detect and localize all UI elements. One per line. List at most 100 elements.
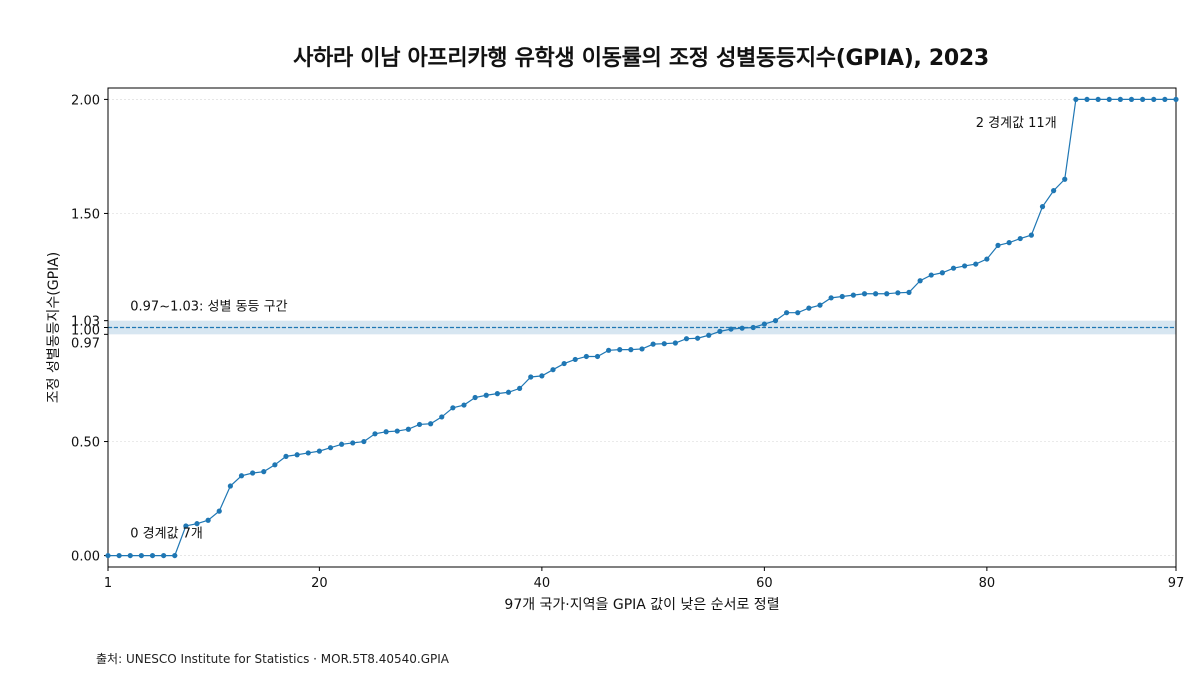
y-tick-label: 0.00 [71, 550, 100, 565]
data-point [761, 321, 767, 327]
data-point [517, 385, 523, 392]
data-point [583, 353, 589, 360]
y-tick-label: 1.50 [71, 207, 100, 222]
data-point [772, 318, 779, 324]
x-tick-label: 80 [979, 576, 996, 591]
x-axis: 1 20 40 60 80 97 [104, 567, 1184, 591]
x-tick-label: 40 [534, 576, 551, 591]
data-point [327, 445, 334, 451]
data-point [683, 336, 690, 342]
data-point [405, 426, 411, 432]
data-point [995, 242, 1001, 248]
data-point [672, 340, 678, 346]
data-point [138, 552, 144, 559]
data-point [850, 292, 856, 298]
data-point [728, 326, 734, 332]
y-axis: 0.00 0.50 1.50 2.00 0.971.001.03 [71, 93, 108, 565]
data-point [383, 429, 389, 435]
data-point [906, 289, 912, 295]
data-point [928, 272, 934, 278]
data-point [127, 552, 133, 559]
y-tick-label: 2.00 [71, 93, 100, 108]
data-point [283, 453, 289, 459]
series-0 [105, 96, 1179, 559]
data-point [1017, 235, 1023, 242]
data-point [1051, 188, 1057, 194]
data-point [350, 440, 356, 446]
data-point [339, 441, 345, 447]
y-tick-label: 0.50 [71, 436, 100, 451]
data-point [494, 391, 500, 397]
data-point [416, 421, 423, 428]
data-point [1128, 96, 1135, 103]
data-point [483, 392, 489, 398]
data-point [650, 341, 656, 347]
data-point [639, 346, 645, 352]
data-point [472, 394, 478, 401]
data-point [428, 421, 434, 427]
data-point [450, 405, 456, 411]
data-point [1117, 96, 1123, 103]
data-point [561, 360, 567, 367]
band-tick-label: 1.03 [71, 315, 100, 330]
data-point [695, 335, 701, 341]
x-tick-label: 97 [1168, 576, 1185, 591]
data-point [394, 428, 400, 434]
x-tick-label: 60 [756, 576, 773, 591]
data-point [1151, 96, 1157, 103]
data-point [149, 552, 156, 559]
data-point [717, 328, 723, 334]
data-point [1106, 96, 1112, 103]
data-point [839, 293, 845, 300]
data-point [572, 356, 578, 363]
data-point [606, 347, 612, 353]
data-point [550, 367, 556, 373]
data-point [250, 470, 256, 476]
data-point [505, 389, 512, 395]
data-point [706, 332, 712, 338]
data-point [873, 291, 879, 297]
data-point [795, 310, 801, 316]
chart-title: 사하라 이남 아프리카행 유학생 이동률의 조정 성별동등지수(GPIA), 2… [293, 46, 989, 71]
data-point [1162, 96, 1168, 103]
data-point [305, 450, 311, 456]
data-point [461, 402, 467, 408]
data-point [617, 347, 623, 353]
data-point [828, 295, 834, 301]
data-point [294, 452, 300, 458]
data-point [216, 508, 222, 514]
data-point [661, 341, 667, 347]
data-point [1140, 96, 1146, 103]
x-tick-label: 20 [311, 576, 328, 591]
y-axis-label: 조정 성별동등지수(GPIA) [46, 252, 62, 403]
data-point [261, 469, 267, 475]
data-point [1006, 240, 1012, 246]
source-note: 출처: UNESCO Institute for Statistics · MO… [96, 652, 450, 666]
data-point [227, 483, 233, 489]
data-point [861, 291, 868, 297]
data-point [116, 552, 122, 559]
data-point [1173, 96, 1179, 103]
data-point [1039, 204, 1046, 210]
data-point [594, 353, 601, 360]
data-point [194, 521, 200, 527]
data-point [784, 310, 790, 316]
data-point [950, 265, 957, 271]
data-point [539, 373, 545, 379]
data-point [895, 290, 901, 296]
data-point [183, 523, 189, 529]
data-point [1095, 96, 1101, 103]
data-point [439, 414, 445, 420]
x-tick-label: 1 [104, 576, 112, 591]
data-point [238, 473, 245, 479]
data-point [316, 448, 322, 454]
band-tick-label: 1.00 [71, 324, 100, 339]
data-point [939, 270, 945, 276]
data-point [272, 462, 278, 468]
data-point [205, 517, 211, 523]
data-point [884, 291, 890, 297]
data-point [739, 325, 745, 331]
data-point [361, 438, 367, 445]
data-point [817, 302, 823, 308]
